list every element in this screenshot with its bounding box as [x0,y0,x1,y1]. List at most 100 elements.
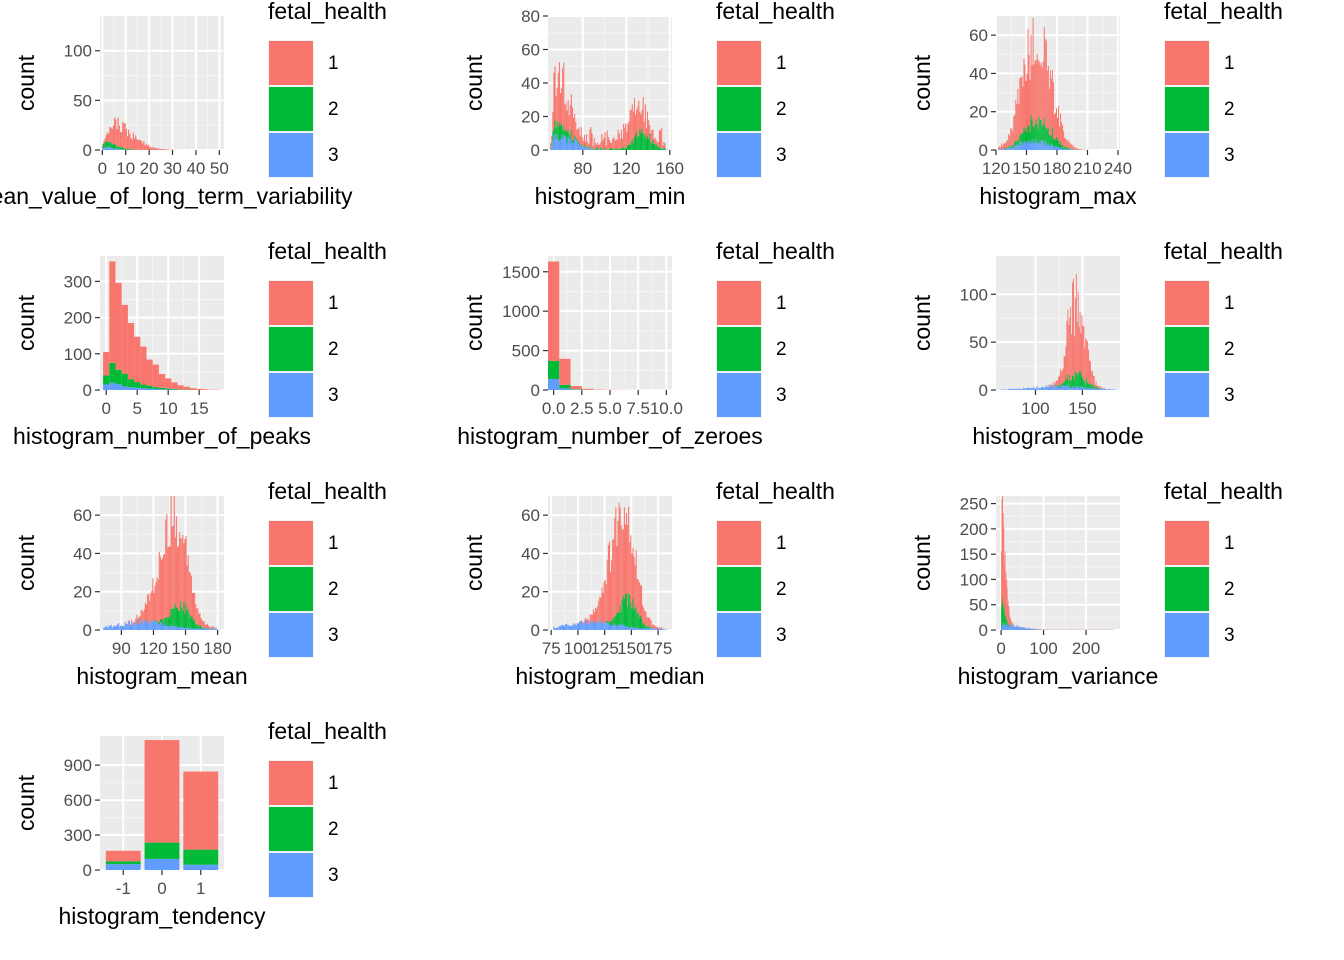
bar-bin-58-class-3 [615,624,617,630]
bar-bin-40-class-1 [1038,61,1040,117]
bar-bin-52-class-3 [1050,145,1052,150]
bar-bin-34-class-3 [1015,626,1017,630]
bar-bin-57-class-2 [1055,136,1057,147]
x-tick-label: 240 [1104,159,1132,178]
bar-bin-90-class-3 [1082,387,1084,390]
bar-bin-88-class-1 [645,128,647,140]
bar-bin-71-class-1 [627,123,629,145]
bar-bin-53-class-1 [610,572,612,623]
bar-bin-72-class-3 [630,627,632,630]
bar-bin-75-class-3 [183,627,185,630]
bar-bin-10-class-2 [114,143,116,149]
bar-bin-41-class-1 [594,142,596,149]
bar-bin-31-class-1 [138,139,140,150]
bar-bin-78-class-2 [1071,379,1073,388]
bar-bin-90-class-1 [648,120,650,139]
bar-bin-16-class-2 [1014,140,1016,146]
bar-bin-73-class-1 [181,538,183,608]
bar-bin-85-class-1 [642,97,644,133]
bar-bin-18-class-2 [569,136,571,144]
bar-bin-40-class-3 [1035,388,1037,390]
bar-bin-10-class-3 [564,626,566,630]
bar-bin-26-class-1 [1012,622,1013,624]
legend-label: 3 [328,865,339,886]
bar-bin-101-class-1 [660,130,662,149]
bar-bin-17-class-2 [1008,625,1009,627]
bar-bin-6-class-3 [556,134,558,150]
x-tick-label: 180 [203,639,231,658]
bar-bin-3-class-3 [105,147,108,150]
bar-bin-12-class-3 [1010,148,1012,150]
bar-bin-17-class-1 [568,115,570,134]
bar-bin-3-class-2 [553,129,555,136]
bar-bin-18-class-2 [123,148,125,150]
bar-bin-32-class-3 [1030,140,1032,150]
bar-bin-58-class-3 [165,626,167,630]
bar-bin-20-class-3 [1018,145,1020,150]
bar-bin-5-class-1 [555,96,557,128]
bar-bin-68-class-3 [1067,149,1069,150]
bar-bin-4-class-3 [557,627,559,630]
legend-swatch-3 [1165,373,1209,417]
bar-bin-111-class-3 [1102,388,1104,390]
bar-bin-35-class-1 [143,141,145,150]
bar-bin-0-class-2 [103,375,110,385]
bar--1-class-1 [105,850,141,862]
bar-bin-60-class-3 [1054,384,1056,390]
bar-bin-21-class-2 [573,140,575,143]
bar-bin-53-class-1 [159,556,161,619]
bar-bin-85-class-2 [194,619,196,629]
bar-bin-63-class-2 [170,608,172,625]
bar-bin-39-class-3 [595,622,597,630]
bar-bin-7-class-3 [110,624,112,630]
bar-bin-91-class-2 [649,133,651,150]
bar-bin-35-class-3 [1015,627,1017,630]
bar-bin-104-class-2 [1095,386,1097,389]
bar-bin-95-class-2 [1087,382,1089,389]
bar-bin-96-class-2 [1088,384,1089,389]
bar-bin-0-class-2 [550,148,552,150]
bar-bin-7-class-2 [557,127,559,141]
x-tick-label: 7.5 [626,399,650,418]
bar-bin-87-class-3 [1079,387,1081,390]
legend-label: 3 [328,145,339,166]
bar-bin-49-class-3 [1043,387,1045,390]
bar-bin-8-class-3 [1004,625,1006,630]
bar-bin-7-class-3 [1005,148,1007,150]
bar-bin-45-class-1 [1043,27,1045,118]
bar-bin-74-class-1 [1073,147,1075,150]
bar-bin-19-class-3 [1017,143,1019,150]
y-tick-label: 250 [960,495,988,514]
bar-bin-44-class-1 [1042,61,1044,124]
legend-label: 2 [1224,339,1235,360]
bar-bin-72-class-2 [628,144,630,150]
bar-bin-45-class-3 [1020,627,1021,630]
bar-bin-11-class-2 [115,144,117,149]
bar-bin-18-class-3 [122,626,124,630]
bar-bin-40-class-3 [145,620,148,630]
bar-bin-66-class-2 [623,598,625,626]
bar-bin-71-class-3 [629,627,631,630]
bar-bin-97-class-3 [657,628,659,630]
bar-bin-33-class-1 [586,134,588,147]
bar-bin-17-class-2 [122,146,124,150]
bar-bin-34-class-1 [587,142,589,147]
bar-bin-67-class-3 [1029,628,1031,630]
bar-bin-16-class-1 [1007,600,1009,625]
bar-bin-74-class-2 [1067,374,1069,386]
bar-bin-74-class-1 [1067,309,1069,375]
bar-bin-35-class-2 [1033,127,1035,143]
bar-bin-77-class-3 [1033,628,1035,630]
bar-bin-26-class-3 [578,143,580,150]
bar-bin-69-class-3 [1062,385,1064,390]
bar-bin-55-class-2 [612,619,614,626]
bar-bin-10-class-1 [114,117,116,144]
bar-bin-77-class-3 [185,628,187,630]
bar-bin-6-class-1 [140,346,147,385]
bar-bin-94-class-1 [653,625,655,630]
bar-bin-65-class-3 [1028,628,1030,630]
bar-bin-24-class-1 [576,129,578,139]
bar-bin-101-class-1 [211,627,213,629]
bar-bin-97-class-1 [657,626,659,629]
